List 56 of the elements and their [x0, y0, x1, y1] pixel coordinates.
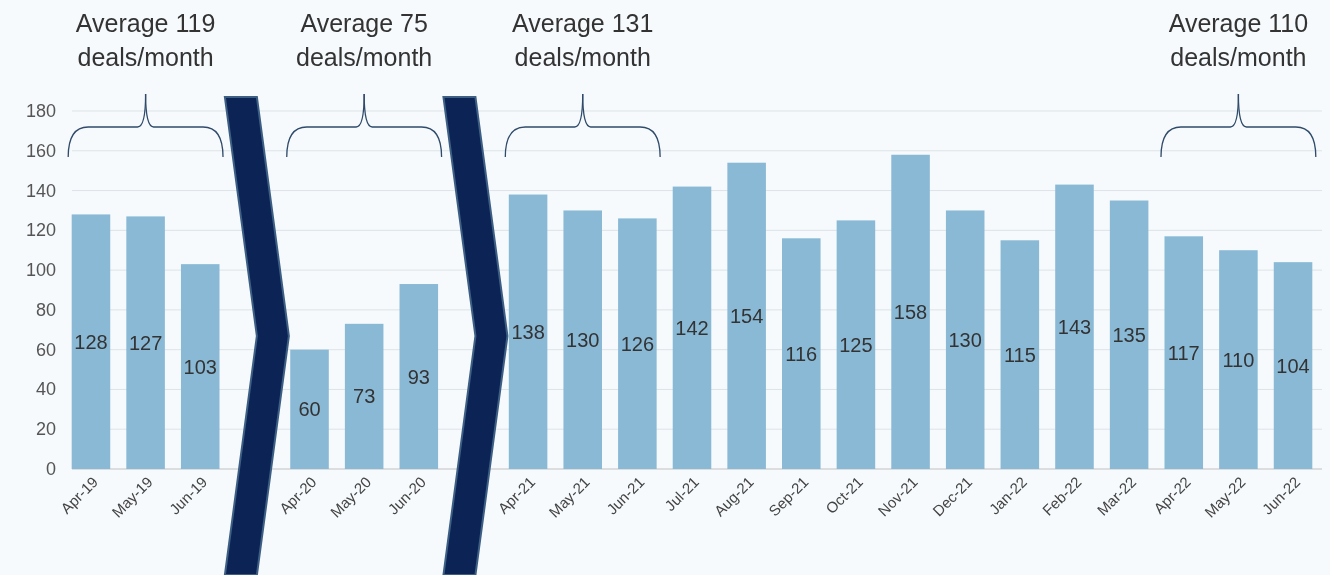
- y-tick-label: 20: [35, 419, 56, 440]
- bar: [945, 210, 985, 469]
- data-label: 130: [566, 328, 600, 351]
- data-label: 115: [1003, 343, 1036, 366]
- bar: [836, 220, 876, 469]
- bar: [508, 194, 548, 469]
- data-label: 127: [128, 331, 163, 354]
- data-label: 116: [785, 342, 818, 365]
- text: Average 75 deals/month: [296, 9, 433, 71]
- data-label: 60: [298, 398, 321, 421]
- bar: [1055, 184, 1094, 469]
- bar: [399, 284, 439, 469]
- data-label: 154: [729, 304, 764, 327]
- data-label: 158: [893, 300, 928, 323]
- data-label: 126: [620, 332, 655, 355]
- data-label: 73: [353, 385, 376, 408]
- bar: [891, 154, 930, 469]
- bar: [1164, 236, 1204, 469]
- y-tick-label: 100: [25, 260, 56, 281]
- y-tick-label: 40: [35, 379, 56, 400]
- bar: [344, 323, 384, 469]
- data-label: 93: [407, 365, 430, 388]
- bar: [180, 264, 220, 469]
- bar: [782, 238, 821, 469]
- bar: [618, 218, 657, 469]
- data-label: 103: [183, 355, 217, 378]
- data-label: 142: [675, 316, 709, 339]
- data-label: 128: [74, 330, 108, 353]
- data-label: 117: [1167, 341, 1200, 364]
- data-label: 138: [511, 320, 545, 343]
- bar: [1000, 240, 1040, 469]
- bar: [672, 186, 712, 469]
- bar: [71, 214, 111, 469]
- text: Average 119 deals/month: [75, 9, 216, 71]
- y-tick-label: 160: [25, 140, 56, 161]
- y-tick-label: 180: [25, 101, 56, 121]
- bar: [1109, 200, 1149, 469]
- text: Average 131 deals/month: [512, 9, 654, 71]
- data-label: 104: [1276, 354, 1310, 377]
- data-label: 110: [1222, 348, 1255, 371]
- bar: [1273, 262, 1313, 469]
- data-label: 143: [1057, 315, 1092, 338]
- bar: [727, 162, 766, 469]
- y-tick-label: 80: [35, 299, 56, 320]
- y-tick-label: 140: [25, 180, 56, 201]
- bar: [126, 216, 165, 469]
- bar: [1219, 250, 1258, 469]
- y-tick-label: 0: [45, 459, 56, 479]
- data-label: 135: [1112, 323, 1146, 346]
- data-label: 125: [839, 333, 873, 356]
- bar: [290, 349, 329, 469]
- data-label: 130: [948, 328, 982, 351]
- text: Average 110 deals/month: [1168, 9, 1309, 71]
- bar: [563, 210, 602, 469]
- y-tick-label: 120: [25, 220, 56, 241]
- y-tick-label: 60: [35, 339, 56, 360]
